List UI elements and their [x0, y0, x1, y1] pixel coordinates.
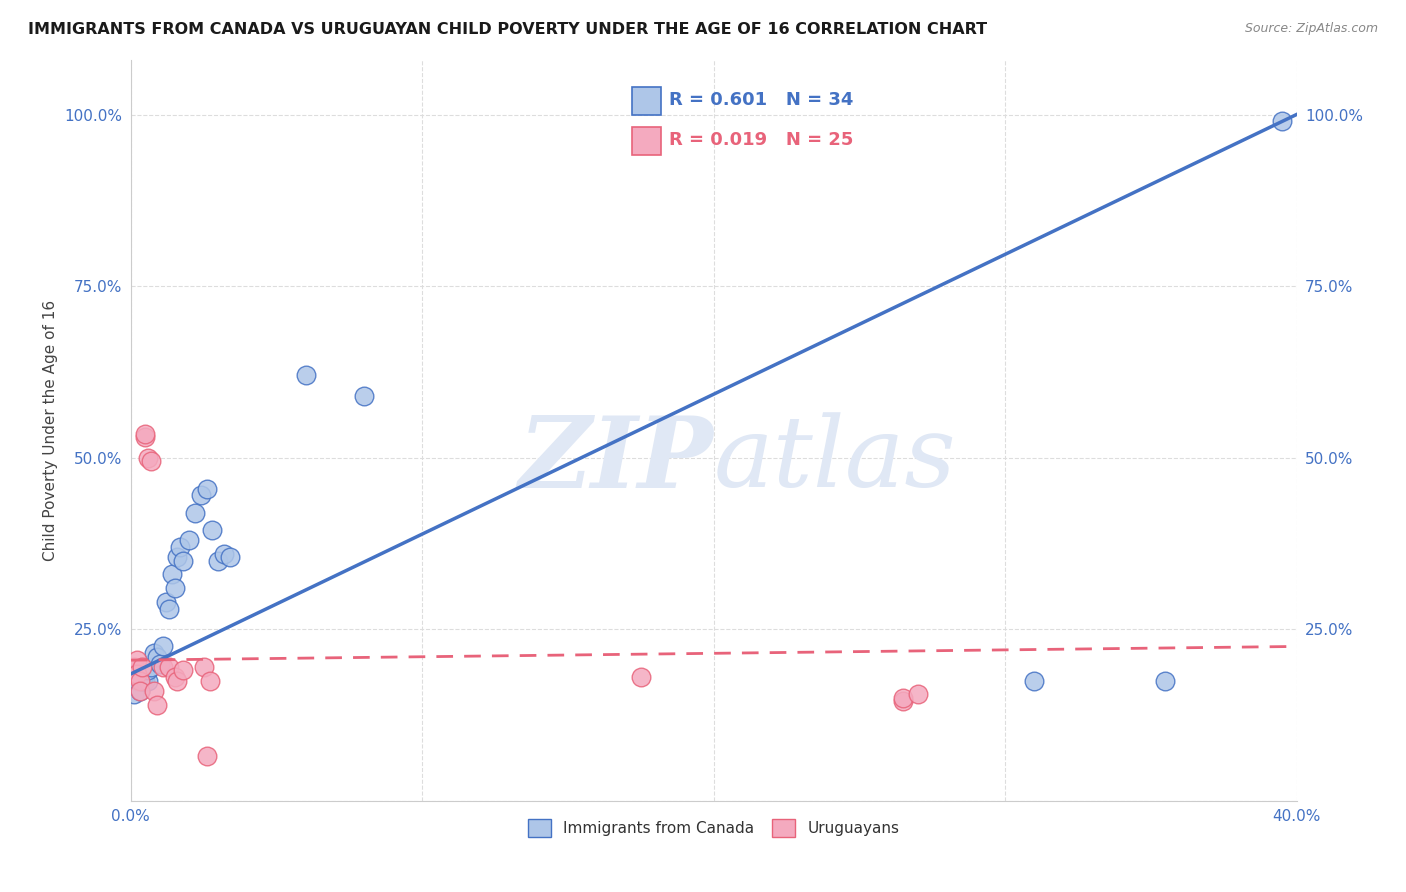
Point: [353, 389, 375, 403]
Point: [131, 673, 153, 688]
Point: [207, 554, 229, 568]
Point: [907, 688, 929, 702]
Point: [294, 368, 316, 383]
Point: [166, 673, 188, 688]
Text: Source: ZipAtlas.com: Source: ZipAtlas.com: [1244, 22, 1378, 36]
Point: [136, 664, 159, 678]
Point: [195, 749, 218, 764]
Y-axis label: Child Poverty Under the Age of 16: Child Poverty Under the Age of 16: [44, 300, 58, 561]
Point: [122, 666, 145, 681]
Point: [172, 554, 194, 568]
Point: [146, 698, 169, 712]
Text: IMMIGRANTS FROM CANADA VS URUGUAYAN CHILD POVERTY UNDER THE AGE OF 16 CORRELATIO: IMMIGRANTS FROM CANADA VS URUGUAYAN CHIL…: [28, 22, 987, 37]
Point: [163, 670, 186, 684]
Point: [141, 454, 163, 468]
Point: [125, 653, 148, 667]
Point: [172, 664, 194, 678]
Text: atlas: atlas: [714, 412, 956, 508]
Point: [166, 550, 188, 565]
Point: [152, 640, 174, 654]
Point: [131, 660, 153, 674]
Point: [141, 660, 163, 674]
Legend: Immigrants from Canada, Uruguayans: Immigrants from Canada, Uruguayans: [520, 811, 907, 845]
Point: [891, 694, 914, 708]
Point: [131, 660, 153, 674]
Point: [184, 506, 207, 520]
Point: [1154, 673, 1177, 688]
Point: [134, 666, 156, 681]
Point: [143, 684, 166, 698]
Point: [195, 482, 218, 496]
Point: [125, 673, 148, 688]
Point: [1271, 114, 1294, 128]
Point: [160, 567, 183, 582]
Point: [125, 666, 148, 681]
Point: [122, 688, 145, 702]
Point: [219, 550, 242, 565]
Point: [146, 649, 169, 664]
Point: [155, 595, 177, 609]
Point: [128, 684, 150, 698]
Point: [128, 673, 150, 688]
Point: [134, 426, 156, 441]
Point: [128, 684, 150, 698]
Point: [193, 660, 215, 674]
Point: [152, 660, 174, 674]
Point: [136, 673, 159, 688]
Point: [169, 540, 191, 554]
Point: [190, 488, 212, 502]
Point: [143, 646, 166, 660]
Point: [134, 430, 156, 444]
Point: [157, 660, 180, 674]
Point: [212, 547, 235, 561]
Point: [891, 690, 914, 705]
Point: [198, 673, 221, 688]
Point: [134, 673, 156, 688]
Point: [122, 660, 145, 674]
Point: [163, 581, 186, 595]
Point: [136, 450, 159, 465]
Point: [179, 533, 201, 547]
Point: [149, 657, 172, 671]
Point: [157, 601, 180, 615]
Point: [630, 670, 652, 684]
Point: [1024, 673, 1046, 688]
Text: ZIP: ZIP: [519, 411, 714, 508]
Point: [201, 523, 224, 537]
